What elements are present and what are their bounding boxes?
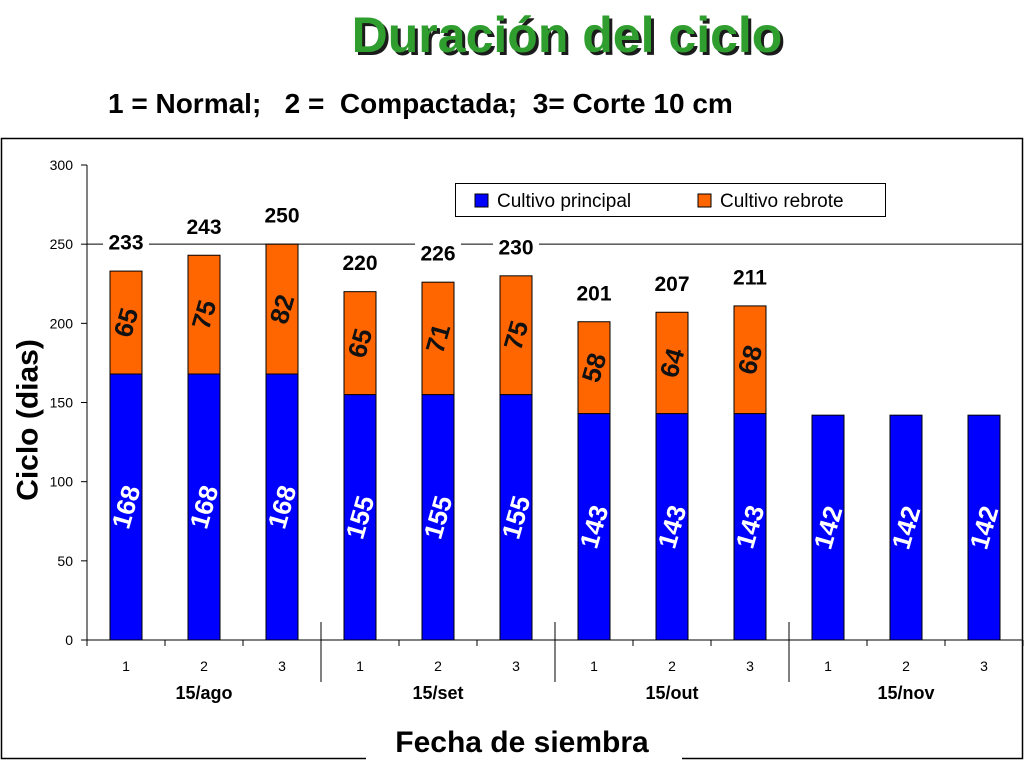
y-tick-label: 50	[57, 553, 73, 569]
x-tick-label: 2	[668, 658, 676, 674]
bars	[109, 243, 1001, 641]
y-tick-label: 300	[50, 157, 74, 173]
total-label: 211	[733, 266, 767, 289]
total-label-background	[571, 281, 617, 306]
y-tick-label: 150	[50, 395, 74, 411]
x-tick-label: 1	[356, 658, 364, 674]
total-label-background	[103, 231, 149, 256]
total-label-background	[493, 235, 539, 260]
bar-cultivo-principal	[811, 414, 845, 641]
legend-box	[455, 183, 886, 217]
x-tick-label: 3	[746, 658, 754, 674]
legend-swatch-cultivo-principal	[474, 193, 489, 208]
x-group-label: 15/nov	[877, 683, 934, 703]
legend: Cultivo principal Cultivo rebrote	[455, 183, 886, 217]
axes: 0 50 100 150 200 250 300 1 2 3 1 2 3 1 2 3 1 2 3 15/ago 15/s…	[50, 157, 1024, 703]
x-axis-title-background	[366, 720, 682, 766]
slide-subtitle: 1 = Normal; 2 = Compactada; 3= Corte 10 …	[108, 88, 733, 119]
total-label: 250	[264, 205, 299, 228]
total-label: 207	[654, 273, 689, 296]
legend-label-cultivo-rebrote: Cultivo rebrote	[720, 191, 844, 212]
legend-swatch-cultivo-rebrote	[697, 193, 712, 208]
bar-cultivo-rebrote	[733, 305, 767, 415]
x-tick-label: 1	[590, 658, 598, 674]
total-label: 226	[420, 243, 455, 266]
x-group-label: 15/set	[412, 683, 463, 703]
total-label: 230	[498, 236, 533, 259]
x-group-label: 15/ago	[175, 683, 232, 703]
bar-cultivo-principal	[889, 414, 923, 641]
x-tick-label: 1	[824, 658, 832, 674]
total-label-background	[727, 265, 773, 290]
bar-cultivo-rebrote	[187, 254, 221, 375]
bar-cultivo-principal	[109, 373, 143, 641]
bar-cultivo-principal	[265, 373, 299, 641]
x-tick-label: 2	[200, 658, 208, 674]
total-label-background	[415, 242, 461, 267]
bar-cultivo-rebrote	[499, 275, 533, 396]
y-tick-label: 0	[65, 632, 73, 648]
y-tick-label: 100	[50, 474, 74, 490]
total-label-background	[337, 251, 383, 276]
bar-cultivo-rebrote	[109, 270, 143, 375]
bar-cultivo-principal	[421, 394, 455, 641]
x-tick-label: 2	[902, 658, 910, 674]
bar-cultivo-rebrote	[343, 291, 377, 396]
x-tick-label: 3	[278, 658, 286, 674]
bar-cultivo-rebrote	[421, 281, 455, 396]
total-label: 220	[342, 252, 377, 275]
y-tick-label: 250	[50, 236, 74, 252]
x-group-label: 15/out	[645, 683, 698, 703]
y-axis-title: Ciclo (dias)	[12, 339, 45, 501]
x-axis-title: Fecha de siembra	[395, 726, 649, 759]
total-label: 233	[108, 232, 143, 255]
bar-cultivo-principal	[187, 373, 221, 641]
total-label-background	[259, 204, 305, 229]
x-tick-label: 3	[512, 658, 520, 674]
x-tick-label: 2	[434, 658, 442, 674]
bar-cultivo-rebrote	[577, 321, 611, 415]
bar-cultivo-rebrote	[265, 243, 299, 375]
bar-cultivo-principal	[499, 394, 533, 641]
slide-title: Duración del ciclo	[351, 7, 783, 63]
bar-cultivo-rebrote	[655, 311, 689, 415]
bar-cultivo-principal	[733, 413, 767, 641]
legend-label-cultivo-principal: Cultivo principal	[497, 191, 631, 212]
x-tick-label: 1	[122, 658, 130, 674]
y-tick-label: 200	[50, 315, 74, 331]
x-tick-label: 3	[980, 658, 988, 674]
bar-cultivo-principal	[967, 414, 1001, 641]
total-label: 243	[186, 216, 221, 239]
total-label-background	[181, 215, 227, 240]
total-label: 201	[576, 282, 611, 305]
total-label-background	[649, 272, 695, 297]
